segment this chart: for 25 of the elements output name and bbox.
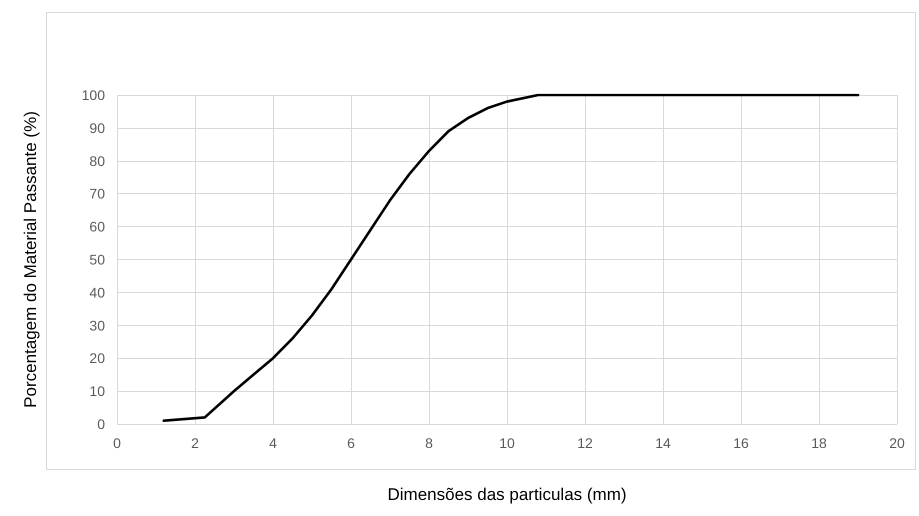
- x-tick-label: 6: [347, 435, 356, 451]
- y-tick-label: 70: [89, 186, 106, 202]
- x-tick-label: 8: [425, 435, 434, 451]
- y-axis-title: Porcentagem do Material Passante (%): [21, 111, 40, 408]
- y-tick-label: 0: [97, 416, 106, 432]
- y-tick-label: 30: [89, 317, 106, 334]
- x-tick-label: 2: [191, 435, 200, 451]
- x-tick-label: 20: [889, 435, 905, 451]
- x-tick-label: 18: [811, 435, 827, 451]
- x-tick-label: 12: [577, 435, 593, 451]
- y-tick-label: 40: [89, 284, 106, 300]
- y-tick-label: 10: [89, 383, 106, 400]
- x-tick-label: 4: [269, 435, 278, 451]
- x-tick-label: 0: [113, 435, 122, 451]
- x-tick-label: 14: [655, 435, 671, 451]
- y-tick-label: 90: [89, 120, 106, 136]
- y-tick-label: 80: [89, 152, 106, 169]
- x-axis-title: Dimensões das particulas (mm): [387, 485, 627, 504]
- x-tick-label: 16: [733, 435, 749, 451]
- line-series: [162, 94, 860, 422]
- y-tick-label: 100: [82, 87, 106, 103]
- y-tick-label: 50: [89, 252, 106, 268]
- x-tick-label: 10: [499, 435, 515, 451]
- y-tick-label: 20: [89, 350, 106, 366]
- y-tick-label: 60: [89, 218, 106, 235]
